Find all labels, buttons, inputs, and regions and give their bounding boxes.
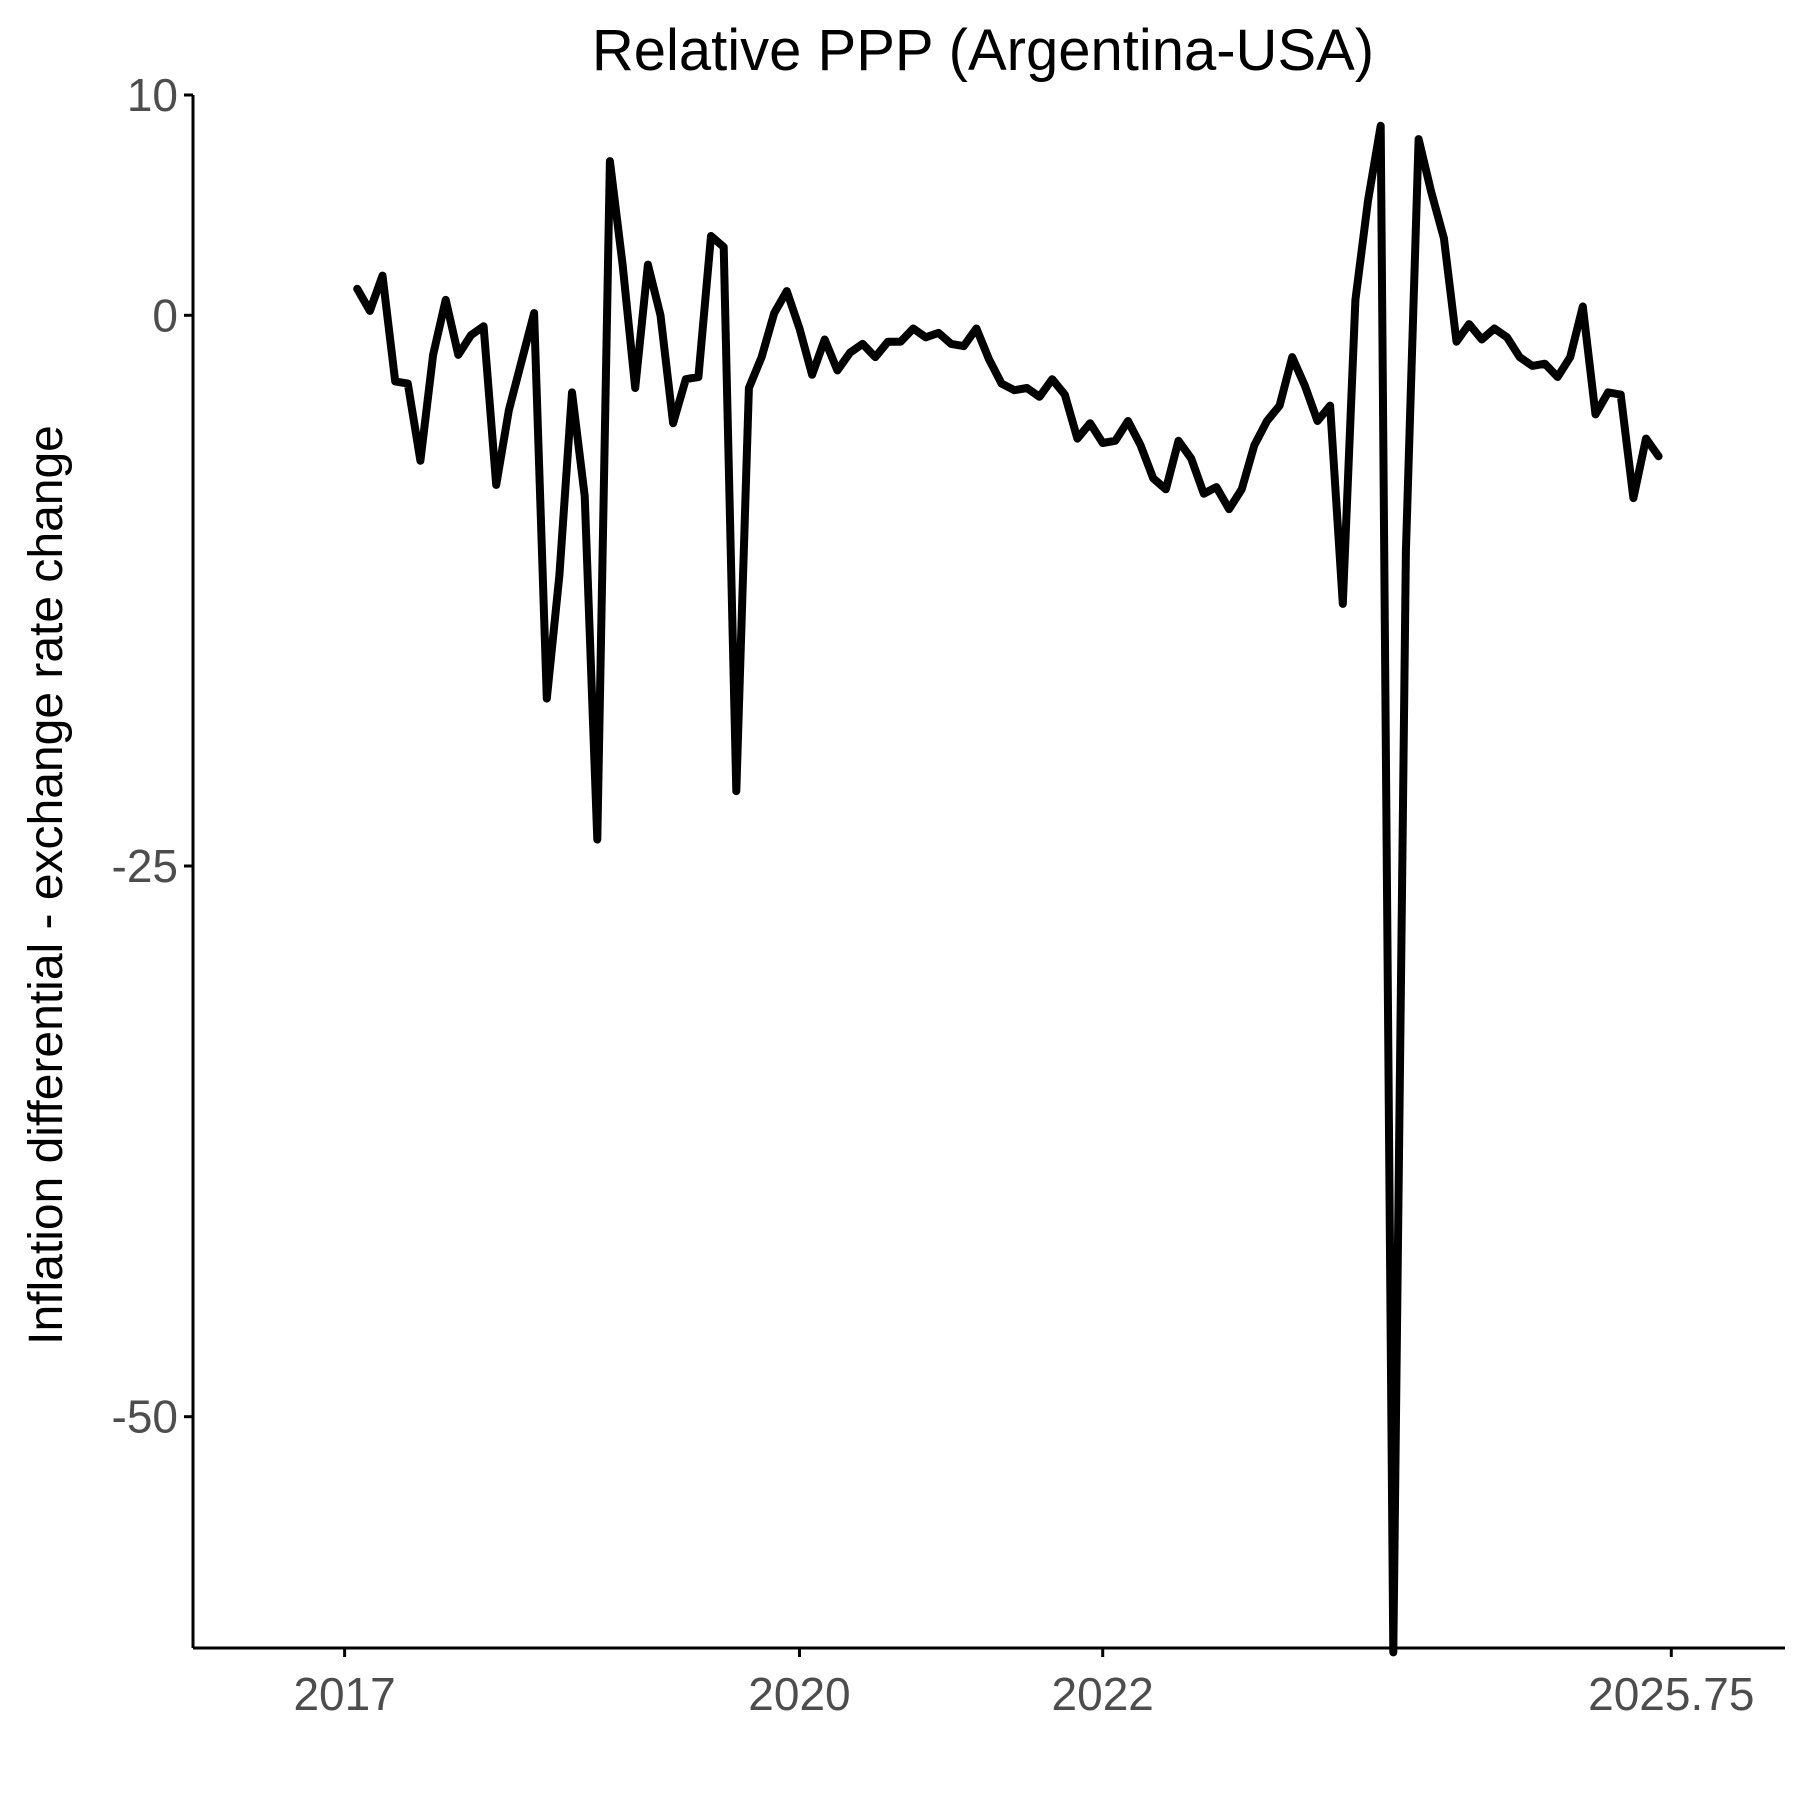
- x-tick-label: 2022: [1052, 1668, 1154, 1720]
- y-tick-label: 10: [127, 69, 178, 121]
- x-tick-label: 2025.75: [1588, 1668, 1754, 1720]
- series-line: [353, 121, 1663, 1657]
- series-group: [353, 121, 1663, 1657]
- y-tick-label: -25: [112, 840, 178, 892]
- x-tick-label: 2017: [293, 1668, 395, 1720]
- y-tick-label: -50: [112, 1391, 178, 1443]
- x-tick-label: 2020: [748, 1668, 850, 1720]
- chart-title: Relative PPP (Argentina-USA): [592, 18, 1374, 83]
- y-ticks: 10 0 -25 -50: [112, 69, 193, 1443]
- y-tick-label: 0: [152, 289, 178, 341]
- y-axis-label: Inflation differential - exchange rate c…: [20, 425, 73, 1345]
- x-ticks: 2017 2020 2022 2025.75: [293, 1648, 1754, 1720]
